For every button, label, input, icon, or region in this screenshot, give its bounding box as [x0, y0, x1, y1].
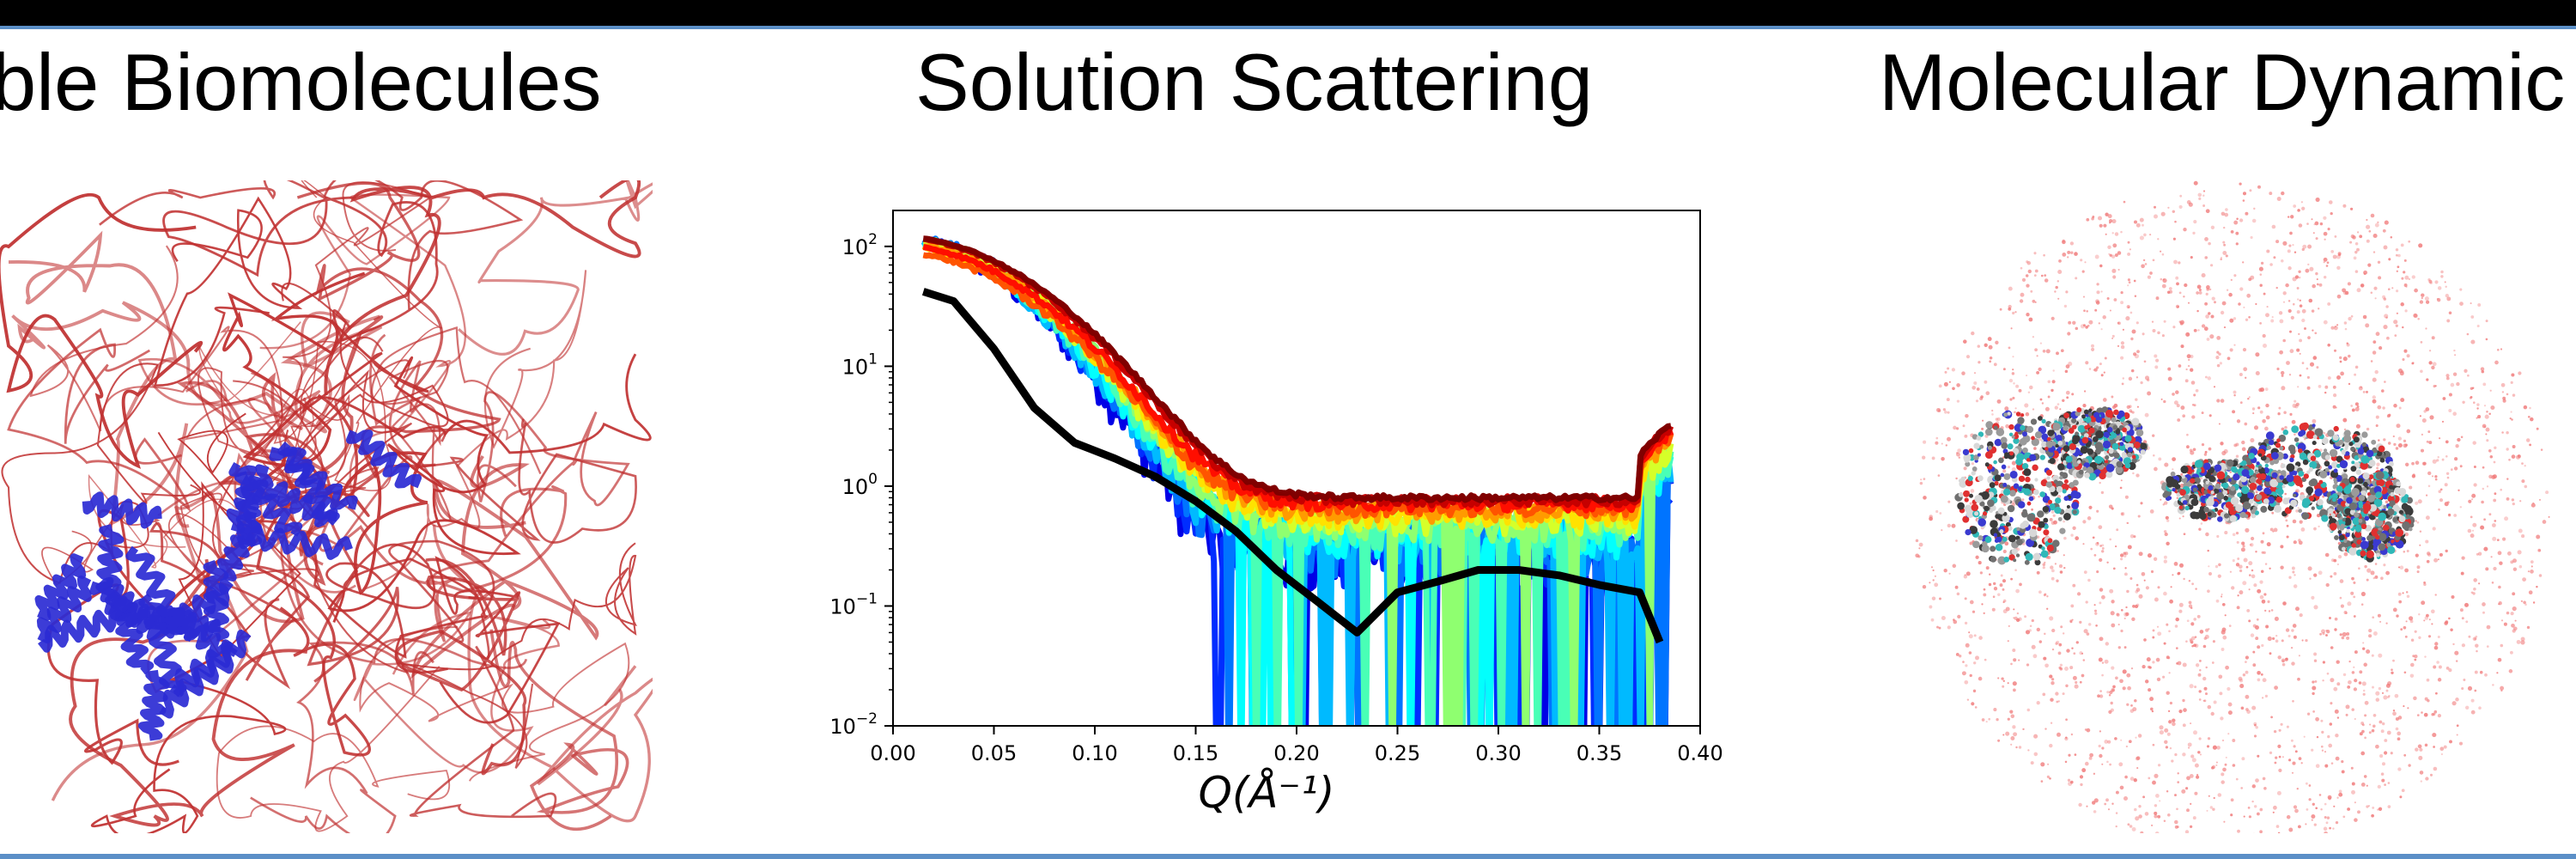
x-tick-label: 0.05: [971, 741, 1017, 765]
flexible-strand: [489, 629, 629, 832]
flexible-strand: [69, 558, 308, 827]
solvated-protein: [1954, 406, 2415, 566]
flexible-strand: [388, 539, 557, 819]
flexible-strand: [432, 524, 653, 823]
x-tick-label: 0.40: [1677, 741, 1722, 765]
helix: [38, 605, 124, 653]
top-frame-line: [0, 26, 2576, 29]
plot-area: [892, 210, 1701, 727]
flexible-strand: [458, 180, 653, 356]
flexible-strand: [0, 192, 204, 469]
flexible-strand: [365, 270, 587, 590]
y-tick-label: 10−1: [829, 590, 878, 618]
panel-title-solution-scattering: Solution Scattering: [915, 37, 1594, 127]
flexible-strand: [428, 391, 630, 581]
flexible-strand: [177, 372, 331, 624]
helix: [345, 430, 422, 489]
flexible-strand: [251, 180, 443, 491]
helix: [36, 576, 92, 644]
y-tick-label: 101: [842, 350, 878, 379]
x-tick-label: 0.15: [1173, 741, 1218, 765]
flexible-strand: [296, 181, 501, 479]
flexible-strand: [8, 230, 190, 528]
flexible-strand: [396, 542, 638, 671]
flexible-strand: [301, 485, 568, 643]
flexible-strand: [327, 356, 521, 623]
x-tick-label: 0.25: [1375, 741, 1420, 765]
helix: [34, 553, 87, 621]
x-tick-label: 0.30: [1475, 741, 1521, 765]
flexible-strand: [90, 638, 287, 833]
helix: [82, 491, 162, 529]
protein-ensemble-image: [0, 180, 653, 833]
helix: [203, 559, 230, 642]
y-tick-label: 102: [842, 231, 878, 259]
experimental-curve: [921, 288, 1664, 644]
folded-domains: [34, 430, 422, 741]
helix: [104, 591, 155, 675]
flexible-strand: [154, 196, 303, 387]
flexible-strand: [162, 195, 439, 342]
top-border-bar: [0, 0, 2576, 26]
helix: [228, 461, 303, 537]
ensemble-curve: [923, 235, 1672, 503]
ensemble-curve: [922, 235, 1674, 509]
y-tick-label: 10−2: [829, 710, 878, 739]
x-tick-label: 0.35: [1577, 741, 1622, 765]
flexible-strand: [410, 454, 599, 679]
panel-title-molecular-dynamics: Molecular Dynamic: [1879, 37, 2566, 127]
water-droplet: [1915, 180, 2550, 833]
x-tick-label: 0.20: [1273, 741, 1319, 765]
y-tick-label: 100: [842, 471, 878, 499]
helix: [264, 481, 338, 527]
flexible-strand: [324, 180, 641, 396]
x-tick-label: 0.10: [1072, 741, 1117, 765]
helix: [137, 669, 170, 741]
flexible-strand: [99, 180, 524, 310]
ensemble-curve: [922, 252, 1674, 520]
flexible-strand: [149, 521, 311, 690]
flexible-strand: [29, 245, 283, 441]
bottom-frame-line: [0, 854, 2576, 859]
flexible-strand: [353, 611, 560, 774]
flexible-strand: [301, 319, 652, 454]
flexible-strand: [250, 641, 434, 833]
x-tick-label: 0.00: [870, 741, 915, 765]
y-axis: 102 101 100 10−1 10−2: [829, 231, 893, 739]
scattering-chart: 0.00 0.05 0.10 0.15 0.20 0.25 0.30 0.35 0.40 102…: [829, 210, 1723, 818]
x-axis-label: Q(Å⁻¹): [1198, 768, 1334, 818]
md-simulation-image: [1915, 180, 2550, 833]
helix: [159, 644, 238, 719]
flexible-strand: [359, 625, 630, 782]
x-axis: 0.00 0.05 0.10 0.15 0.20 0.25 0.30 0.35 0.40: [870, 726, 1723, 765]
panel-title-flexible-biomolecules: xible Biomolecules: [0, 37, 602, 127]
helix: [125, 545, 197, 643]
flexible-strand: [216, 666, 451, 832]
